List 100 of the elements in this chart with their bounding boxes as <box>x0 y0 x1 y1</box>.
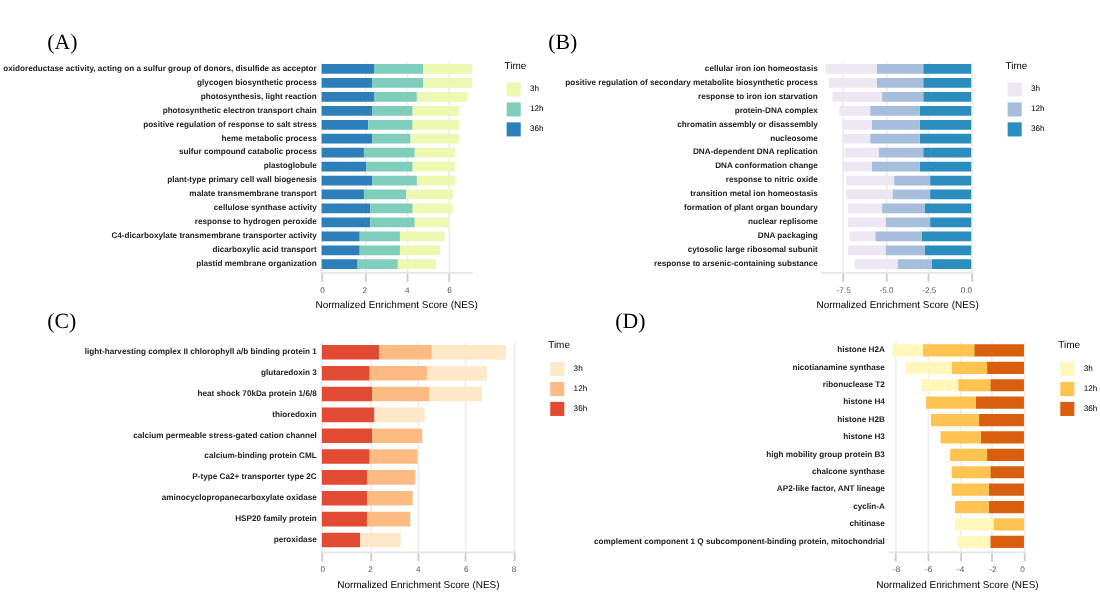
bar <box>372 105 413 116</box>
bar <box>367 511 411 527</box>
bar <box>321 490 368 506</box>
bar <box>321 203 371 214</box>
bar <box>321 92 375 102</box>
bar <box>987 448 1024 461</box>
bar <box>870 133 920 144</box>
bar <box>368 119 413 130</box>
bar <box>357 259 398 270</box>
bar <box>847 245 886 256</box>
bar <box>416 175 456 186</box>
bar <box>321 532 361 548</box>
bar <box>940 431 981 444</box>
bar <box>412 105 460 116</box>
bar <box>321 511 368 527</box>
bar <box>919 105 972 116</box>
bar <box>372 175 417 186</box>
bar <box>321 78 373 88</box>
bar <box>993 518 1024 531</box>
bar <box>975 396 1024 409</box>
bar <box>372 78 424 88</box>
bar <box>894 175 931 186</box>
bar <box>321 175 373 186</box>
bar <box>877 64 924 74</box>
bar <box>374 407 425 423</box>
bar <box>423 78 472 88</box>
bar <box>849 231 876 242</box>
bar <box>847 217 886 228</box>
bar <box>979 413 1024 427</box>
bar <box>875 231 922 242</box>
bar <box>397 259 436 270</box>
bar <box>370 203 413 214</box>
bar <box>930 175 972 186</box>
bar <box>321 470 368 485</box>
bar <box>412 161 456 172</box>
bar <box>360 532 401 548</box>
bar <box>321 407 375 423</box>
bar <box>921 231 972 242</box>
bar <box>931 259 972 270</box>
bar <box>372 133 411 144</box>
bar <box>321 119 369 130</box>
bar <box>321 345 380 360</box>
bar <box>412 119 460 130</box>
bar <box>423 64 472 74</box>
bar <box>410 133 460 144</box>
bar <box>321 428 373 444</box>
bar <box>379 345 432 360</box>
bar <box>990 535 1024 548</box>
bar <box>412 203 453 214</box>
text: (A) <box>47 30 79 55</box>
bar <box>950 448 988 461</box>
bar <box>399 245 441 256</box>
bar <box>930 413 980 427</box>
bar <box>321 64 375 74</box>
bar <box>885 245 925 256</box>
bar <box>321 231 360 242</box>
bar <box>363 189 407 200</box>
bar <box>892 189 931 200</box>
bar <box>372 386 430 402</box>
bar <box>321 386 373 402</box>
bar <box>924 203 972 214</box>
bar <box>905 361 952 374</box>
bar <box>919 119 972 130</box>
bar <box>930 189 972 200</box>
bar <box>919 133 972 144</box>
bar <box>930 217 972 228</box>
bar <box>951 483 989 496</box>
bar <box>923 92 972 102</box>
bar <box>923 78 972 88</box>
bar <box>921 379 959 392</box>
bar <box>367 490 413 506</box>
bar <box>951 361 988 374</box>
bar <box>321 161 367 172</box>
bar <box>922 344 975 357</box>
bar <box>955 518 994 531</box>
bar <box>374 64 424 74</box>
bar <box>359 231 400 242</box>
bar <box>321 245 360 256</box>
bar <box>958 379 991 392</box>
bar <box>882 92 924 102</box>
bar <box>919 161 972 172</box>
bar <box>321 105 373 116</box>
bar <box>870 105 920 116</box>
bar <box>980 431 1024 444</box>
bar <box>897 259 932 270</box>
bar <box>923 147 972 158</box>
bar <box>321 259 358 270</box>
bar <box>924 245 972 256</box>
bar <box>892 344 923 357</box>
bar <box>321 217 371 228</box>
bar <box>321 189 364 200</box>
bar <box>990 466 1024 479</box>
bar <box>974 344 1024 357</box>
bar <box>951 466 991 479</box>
bar <box>414 217 449 228</box>
bar <box>321 449 370 464</box>
bar <box>370 217 415 228</box>
bar <box>955 500 989 514</box>
bar <box>414 147 456 158</box>
bar <box>885 217 931 228</box>
